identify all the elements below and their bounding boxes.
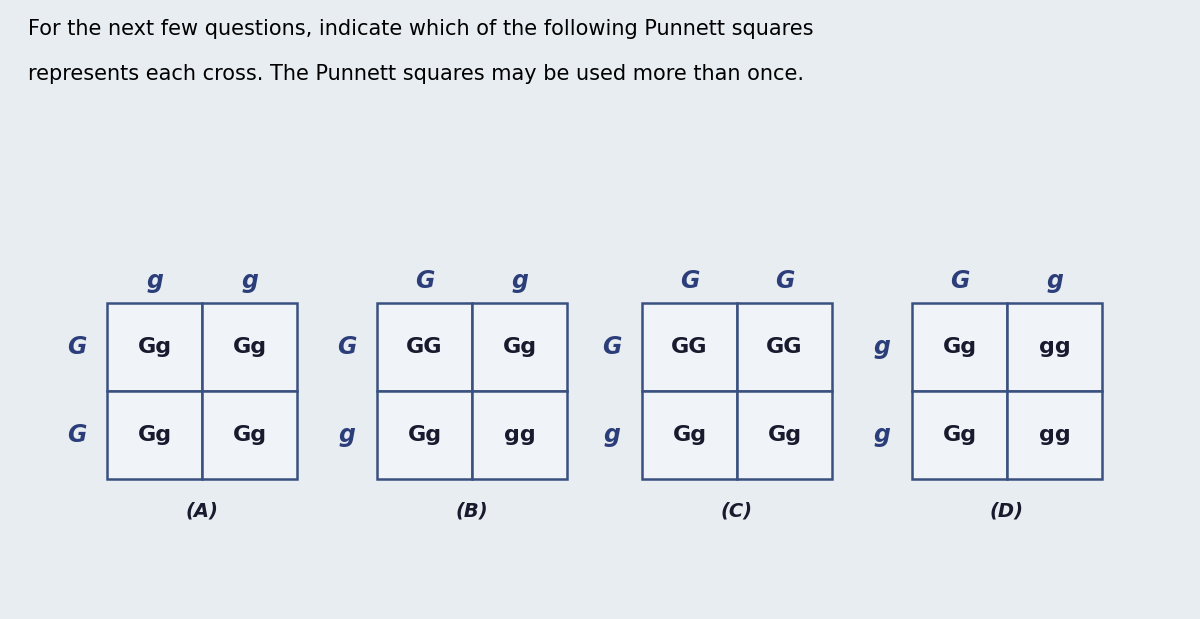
Text: Gg: Gg [138, 425, 172, 445]
Text: G: G [67, 335, 86, 359]
Text: Gg: Gg [942, 337, 977, 357]
Text: represents each cross. The Punnett squares may be used more than once.: represents each cross. The Punnett squar… [28, 64, 804, 84]
Bar [202, 303, 298, 391]
Text: g: g [146, 269, 163, 293]
Text: GG: GG [407, 337, 443, 357]
Text: g: g [511, 269, 528, 293]
Bar [912, 303, 1007, 391]
Text: (A): (A) [186, 501, 218, 521]
Text: (C): (C) [721, 501, 754, 521]
Bar [377, 391, 472, 479]
Text: gg: gg [1039, 337, 1070, 357]
Bar [912, 391, 1007, 479]
Bar [1007, 391, 1102, 479]
Text: GG: GG [767, 337, 803, 357]
Text: Gg: Gg [233, 425, 266, 445]
Bar [737, 303, 832, 391]
Bar [377, 303, 472, 391]
Text: GG: GG [671, 337, 708, 357]
Text: G: G [67, 423, 86, 447]
Text: Gg: Gg [503, 337, 536, 357]
Text: g: g [874, 335, 890, 359]
Text: Gg: Gg [768, 425, 802, 445]
Text: g: g [241, 269, 258, 293]
Text: Gg: Gg [138, 337, 172, 357]
Bar [107, 303, 202, 391]
Text: g: g [1046, 269, 1063, 293]
Bar [107, 391, 202, 479]
Text: Gg: Gg [942, 425, 977, 445]
Text: G: G [680, 269, 700, 293]
Bar [642, 391, 737, 479]
Bar [472, 391, 568, 479]
Text: g: g [874, 423, 890, 447]
Text: g: g [338, 423, 355, 447]
Bar [472, 303, 568, 391]
Text: G: G [337, 335, 356, 359]
Text: Gg: Gg [233, 337, 266, 357]
Text: gg: gg [504, 425, 535, 445]
Text: (B): (B) [456, 501, 488, 521]
Text: G: G [602, 335, 622, 359]
Text: gg: gg [1039, 425, 1070, 445]
Text: G: G [775, 269, 794, 293]
Bar [202, 391, 298, 479]
Bar [642, 303, 737, 391]
Text: For the next few questions, indicate which of the following Punnett squares: For the next few questions, indicate whi… [28, 19, 814, 39]
Bar [737, 391, 832, 479]
Text: (D): (D) [990, 501, 1024, 521]
Text: g: g [604, 423, 620, 447]
Text: Gg: Gg [672, 425, 707, 445]
Text: G: G [950, 269, 970, 293]
Bar [1007, 303, 1102, 391]
Text: Gg: Gg [408, 425, 442, 445]
Text: G: G [415, 269, 434, 293]
